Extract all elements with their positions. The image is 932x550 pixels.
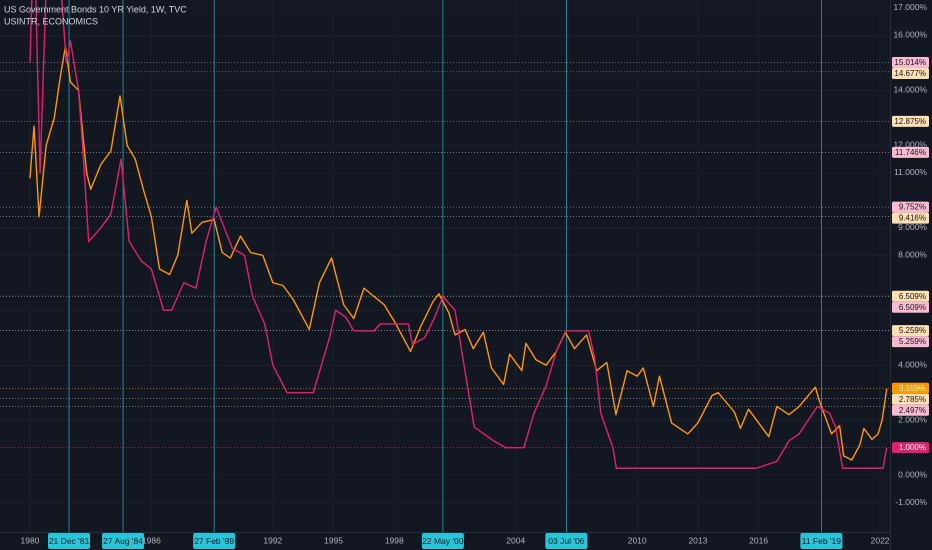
price-label: 9.416%	[899, 214, 926, 223]
event-tag	[102, 533, 145, 549]
x-tick-label: 2022	[871, 535, 890, 545]
y-tick-label: 11.000%	[894, 167, 927, 177]
price-label-box	[892, 325, 929, 337]
x-tick-label: 1980	[20, 535, 39, 545]
y-tick-label: 8.000%	[898, 250, 927, 260]
price-label-box	[892, 212, 929, 224]
chart-title: US Government Bonds 10 YR Yield, 1W, TVC	[4, 4, 187, 14]
event-tag	[545, 533, 588, 549]
x-tick-label: 2013	[688, 535, 707, 545]
y-tick-label: 17.000%	[893, 2, 927, 12]
price-label: 5.259%	[899, 326, 926, 335]
event-tag	[193, 533, 236, 549]
price-label-box	[892, 115, 929, 127]
price-label: 6.509%	[899, 292, 926, 301]
price-label-box	[892, 382, 929, 394]
price-label-box	[892, 146, 929, 158]
price-label-box	[892, 393, 929, 405]
event-label: 03 Jul '06	[548, 536, 584, 546]
y-tick-label: 12.000%	[893, 140, 927, 150]
event-tag	[800, 533, 843, 549]
price-label-box	[892, 57, 929, 69]
chart-subtitle: USINTR, ECONOMICS	[4, 16, 98, 26]
price-label-box	[892, 290, 929, 302]
series-line	[29, 0, 888, 469]
price-label: 2.497%	[899, 406, 926, 415]
x-tick-label: 2004	[506, 535, 525, 545]
price-label: 11.746%	[895, 148, 926, 157]
x-tick-label: 1992	[263, 535, 282, 545]
price-label-box	[892, 404, 929, 416]
event-label: 11 Feb '19	[802, 536, 842, 546]
event-label: 27 Aug '84	[103, 536, 143, 546]
price-label-box	[892, 68, 929, 80]
y-tick-label: 9.000%	[898, 222, 927, 232]
price-label: 14.677%	[894, 69, 926, 78]
y-tick-label: 2.000%	[898, 414, 927, 424]
series-line	[29, 45, 888, 461]
x-tick-label: 2016	[749, 535, 768, 545]
y-tick-label: -1.000%	[895, 497, 927, 507]
x-tick-label: 1998	[385, 535, 404, 545]
x-tick-label: 2010	[628, 535, 647, 545]
event-label: 22 May '00	[422, 536, 464, 546]
event-label: 27 Feb '89	[194, 536, 234, 546]
price-label: 15.014%	[894, 58, 926, 67]
y-tick-label: 16.000%	[893, 30, 927, 40]
price-label-box	[892, 301, 929, 313]
price-label-box	[892, 442, 929, 454]
y-tick-label: 14.000%	[893, 85, 927, 95]
x-tick-label: 1995	[324, 535, 343, 545]
y-tick-label: 4.000%	[898, 359, 927, 369]
price-label: 5.259%	[899, 337, 926, 346]
price-label: 9.752%	[899, 203, 926, 212]
x-tick-label: 1986	[142, 535, 161, 545]
price-label-box	[892, 336, 929, 348]
price-label: 6.509%	[899, 303, 926, 312]
price-label: 1.000%	[899, 443, 926, 452]
event-tag	[48, 533, 91, 549]
price-label-box	[892, 201, 929, 213]
y-tick-label: 0.000%	[898, 469, 927, 479]
event-label: 21 Dec '81	[49, 536, 90, 546]
price-label: 12.875%	[894, 117, 926, 126]
price-label: 2.785%	[899, 395, 926, 404]
event-tag	[421, 533, 464, 549]
price-label: 3.159%	[899, 384, 926, 393]
